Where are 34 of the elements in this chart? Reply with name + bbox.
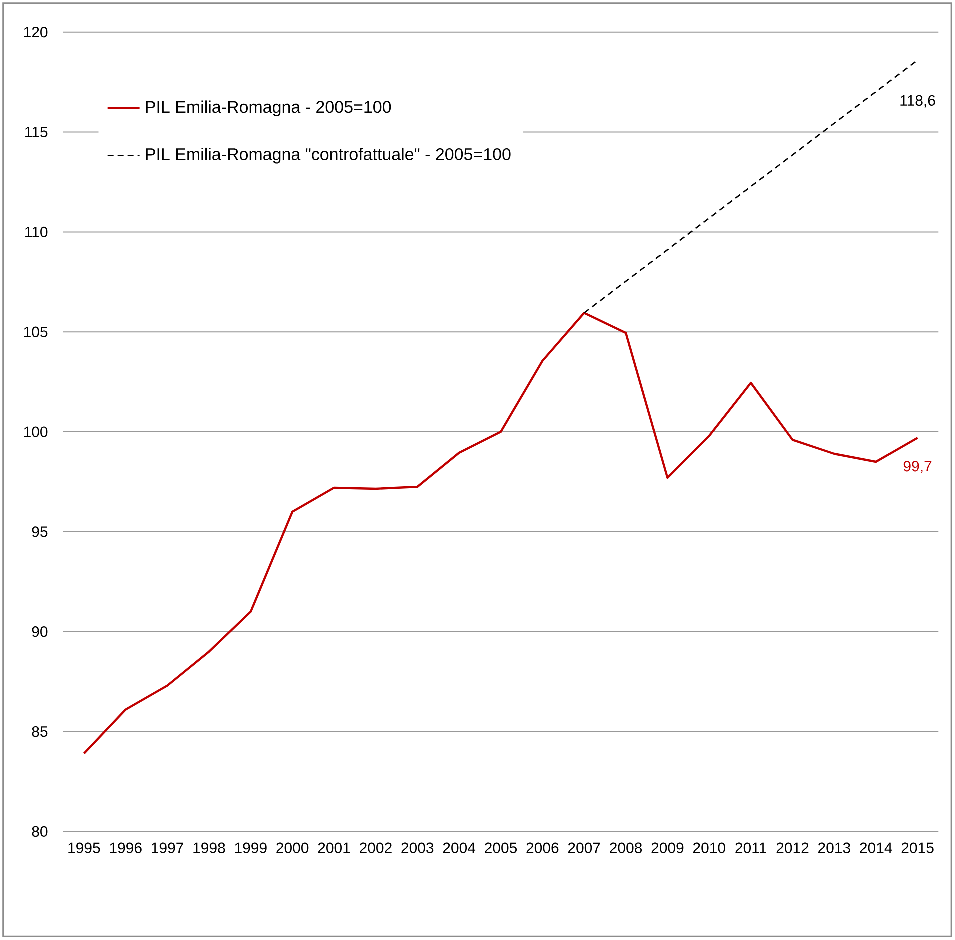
x-tick-label: 2004: [443, 842, 476, 854]
x-tick-label: 1998: [194, 842, 226, 854]
legend-label: PIL Emilia-Romagna - 2005=100: [146, 100, 392, 117]
x-tick-label: 2013: [818, 842, 850, 854]
y-tick-label: 120: [24, 27, 48, 38]
x-tick-label: 2010: [693, 842, 726, 854]
y-tick-label: 90: [32, 626, 48, 638]
legend-label: PIL Emilia-Romagna "controfattuale" - 2005=100: [146, 148, 511, 164]
x-tick-label: 2006: [526, 842, 559, 854]
x-tick-label: 1997: [152, 842, 184, 854]
x-tick-label: 2011: [736, 842, 766, 854]
x-tick-label: 2000: [276, 842, 309, 854]
x-tick-label: 2009: [652, 842, 684, 854]
x-tick-label: 2008: [610, 842, 642, 854]
x-tick-label: 1999: [235, 842, 267, 854]
x-tick-label: 2014: [860, 842, 892, 854]
x-tick-label: 1995: [68, 842, 100, 854]
x-tick-label: 2005: [485, 842, 518, 854]
y-tick-label: 100: [24, 426, 48, 438]
y-tick-label: 115: [26, 127, 48, 138]
y-tick-label: 110: [26, 226, 48, 238]
x-tick-label: 2001: [318, 842, 350, 854]
data-label: 99,7: [904, 461, 932, 474]
y-tick-label: 95: [32, 526, 48, 538]
x-tick-label: 2012: [776, 842, 809, 854]
x-tick-label: 2003: [402, 842, 434, 854]
x-tick-label: 2007: [568, 842, 600, 854]
x-tick-label: 2015: [902, 842, 934, 854]
y-tick-label: 105: [24, 326, 48, 338]
y-tick-label: 80: [32, 826, 48, 838]
x-tick-label: 1996: [110, 842, 142, 854]
data-label: 118,6: [900, 95, 936, 108]
y-tick-label: 85: [32, 726, 48, 738]
x-tick-label: 2002: [360, 842, 392, 854]
